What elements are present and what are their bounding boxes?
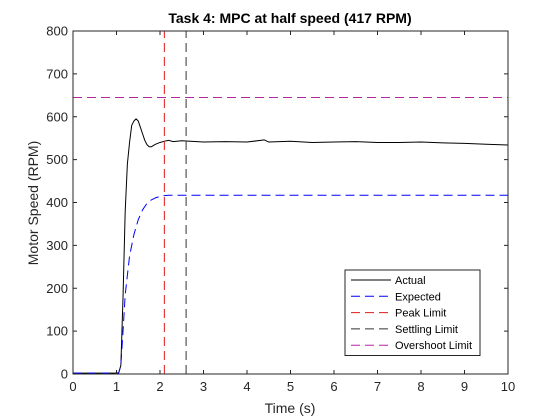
y-tick-label: 800	[46, 24, 68, 39]
legend-label: Settling Limit	[395, 324, 458, 336]
legend-label: Peak Limit	[395, 308, 446, 320]
x-tick-label: 0	[69, 379, 76, 394]
legend: Actual Expected Peak Limit Settling Limit Ov…	[344, 269, 481, 356]
series-line-actual	[73, 118, 509, 374]
x-tick-label: 9	[461, 379, 468, 394]
series-line-expected	[73, 194, 508, 374]
x-tick-label: 2	[156, 379, 163, 394]
x-tick-label: 8	[417, 379, 424, 394]
x-tick-label: 4	[243, 379, 250, 394]
legend-label: Expected	[395, 291, 441, 303]
y-axis-label: Motor Speed (RPM)	[25, 141, 41, 265]
y-tick-label: 500	[46, 152, 68, 167]
x-tick-label: 10	[501, 379, 515, 394]
x-tick-label: 5	[287, 379, 294, 394]
y-tick-label: 100	[46, 324, 68, 339]
chart-title: Task 4: MPC at half speed (417 RPM)	[168, 10, 411, 26]
legend-label: Overshoot Limit	[395, 340, 472, 352]
x-tick-label: 1	[113, 379, 120, 394]
x-tick-label: 7	[374, 379, 381, 394]
y-tick-label: 700	[46, 66, 68, 81]
series-layer	[73, 31, 509, 374]
y-tick-label: 600	[46, 109, 68, 124]
y-tick-label: 0	[61, 367, 68, 382]
x-tick-label: 6	[330, 379, 337, 394]
x-tick-label: 3	[200, 379, 207, 394]
y-tick-label: 400	[46, 195, 68, 210]
y-tick-label: 300	[46, 238, 68, 253]
legend-box	[344, 269, 481, 356]
y-tick-label: 200	[46, 281, 68, 296]
x-axis-label: Time (s)	[265, 400, 316, 416]
legend-label: Actual	[395, 275, 426, 287]
